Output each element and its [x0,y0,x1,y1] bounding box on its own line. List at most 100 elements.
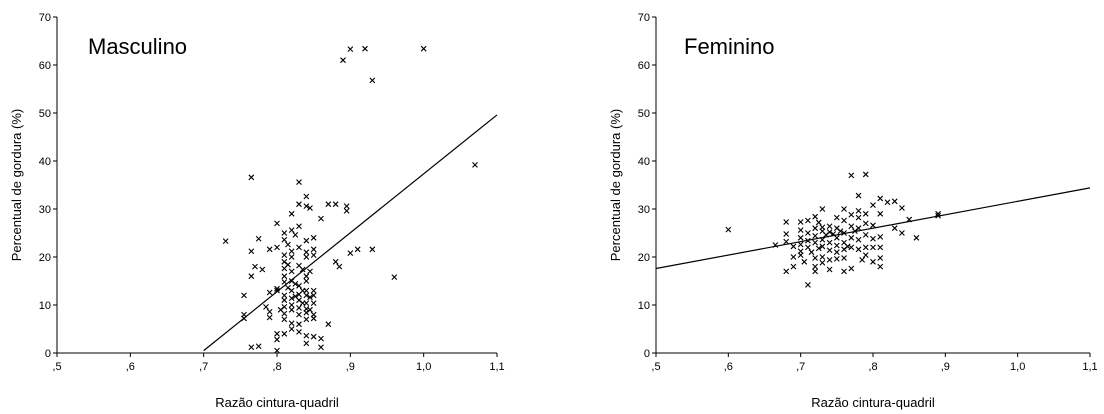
data-point [332,258,339,265]
data-point [303,316,310,323]
trend-line [655,187,1091,270]
data-point [844,243,851,250]
data-point [296,297,302,304]
data-point [855,192,862,199]
data-point [292,280,299,287]
data-point [855,236,862,243]
x-tick-label: ,8 [272,361,281,373]
data-point [274,287,280,294]
data-point [848,244,855,251]
data-point [274,330,280,337]
x-tick-label: 1,0 [416,361,431,373]
data-point [248,248,255,255]
data-point [347,250,354,257]
data-point [862,252,869,258]
data-point [266,314,273,321]
data-point [281,316,288,323]
data-point [303,309,310,316]
data-point [281,258,288,265]
data-point [819,243,826,250]
data-point [801,258,808,265]
data-point [255,343,262,350]
data-point [285,284,291,291]
data-point [299,266,306,273]
data-point [310,252,317,258]
data-point [266,246,273,253]
data-point [391,274,398,281]
data-point [259,266,266,273]
data-point [307,205,313,211]
data-point [855,208,862,214]
data-point [325,321,332,328]
data-point [790,243,797,250]
data-point [877,263,884,270]
data-point [369,77,376,84]
data-point [248,174,255,181]
data-point [310,246,317,253]
data-point [797,241,804,248]
data-point [805,244,811,251]
data-point [263,304,269,310]
chart-panel-masculino: 0 10 20 30 40 50 60 70 ,5 ,6 ,7 ,8 ,9 1,0 1,1 Razão cin… [9,12,505,410]
data-point [805,281,811,288]
y-axis-title: Percentual de gordura (%) [608,109,623,261]
data-point [833,234,840,241]
data-point [772,242,779,248]
data-point [303,292,310,299]
data-point [303,300,310,306]
data-point [288,326,295,332]
data-point [826,229,833,235]
x-tick-label: ,5 [651,361,660,373]
data-point [288,254,295,260]
data-point [783,219,790,225]
data-point [797,219,804,225]
data-point [826,266,833,273]
data-point [252,263,258,270]
data-point [274,347,280,354]
y-tick-label: 10 [638,300,650,312]
y-tick-label: 70 [39,12,51,24]
data-point [841,206,847,212]
data-point [870,244,876,251]
data-point [826,239,833,246]
x-tick-label: ,6 [724,361,733,373]
data-point [281,252,288,258]
data-point [899,230,905,236]
data-point [303,193,310,200]
data-point [862,232,869,238]
data-point [812,263,819,270]
data-point [812,213,819,220]
data-point [310,234,317,241]
data-point [783,238,790,245]
data-point [841,268,847,275]
chart-title: Masculino [88,34,187,59]
scatter-chart-feminino: 0 10 20 30 40 50 60 70 ,5 ,6 ,7 ,8 ,9 1,0 1,1 Razão cin… [608,12,1098,410]
x-tick-label: 1,1 [1082,361,1097,373]
data-point [891,198,898,205]
y-tick-label: 50 [638,108,650,120]
data-point [248,344,255,351]
data-point [296,223,302,230]
data-point [797,252,804,258]
data-point [274,285,280,292]
data-point [783,268,790,275]
data-point [862,171,869,178]
data-point [819,236,826,243]
data-point [812,225,819,232]
data-point [472,161,478,168]
data-point [884,199,891,206]
data-point [303,340,310,347]
data-point [241,315,247,322]
data-point [303,287,310,294]
data-point [303,237,310,244]
data-point [805,230,811,236]
data-point [303,249,310,256]
data-point [288,268,295,275]
data-point [296,304,302,311]
data-point [833,214,840,221]
data-point [826,223,833,230]
data-point [303,254,310,260]
data-point [288,306,295,313]
data-point [310,292,317,299]
data-point [859,256,866,263]
